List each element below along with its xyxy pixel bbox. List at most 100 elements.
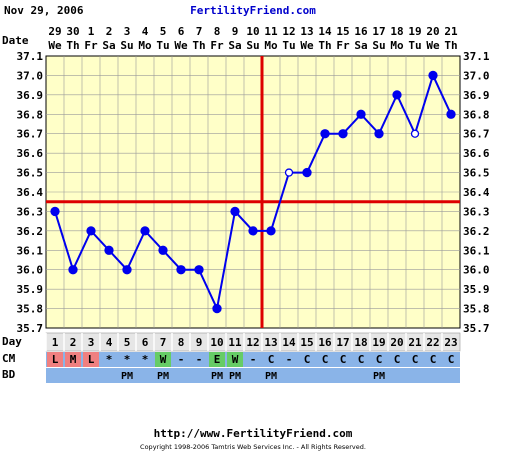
- cm-value: C: [376, 353, 383, 366]
- temperature-point[interactable]: [248, 226, 258, 236]
- y-tick-right: 36.0: [463, 264, 490, 277]
- temperature-point[interactable]: [374, 129, 384, 139]
- cm-cell: [407, 352, 423, 367]
- cm-row-label: CM: [2, 352, 16, 365]
- date-label: 17: [372, 25, 385, 38]
- temperature-series: [50, 70, 456, 314]
- cm-value: C: [430, 353, 437, 366]
- bd-row-label: BD: [2, 368, 16, 381]
- date-label: 5: [160, 25, 167, 38]
- weekday-label: Su: [246, 39, 259, 52]
- temperature-point[interactable]: [338, 129, 348, 139]
- weekday-label: Su: [372, 39, 385, 52]
- cm-cell: [425, 352, 441, 367]
- y-tick-right: 35.9: [463, 283, 490, 296]
- cm-cell: [335, 352, 351, 367]
- cm-cell: [173, 352, 189, 367]
- day-number: 4: [106, 336, 113, 349]
- cm-cell: [281, 352, 297, 367]
- y-tick-right: 37.0: [463, 69, 490, 82]
- cm-value: L: [88, 353, 95, 366]
- date-label: 8: [214, 25, 221, 38]
- y-tick-right: 36.8: [463, 108, 490, 121]
- temperature-point[interactable]: [176, 265, 186, 275]
- weekday-label: We: [300, 39, 314, 52]
- weekday-label: We: [174, 39, 188, 52]
- temperature-point[interactable]: [266, 226, 276, 236]
- cm-value: C: [394, 353, 401, 366]
- weekday-label: Mo: [390, 39, 404, 52]
- day-number: 13: [264, 336, 277, 349]
- temperature-point[interactable]: [212, 303, 222, 314]
- temperature-point[interactable]: [50, 206, 60, 217]
- day-number: 17: [336, 336, 349, 349]
- cm-value: W: [232, 353, 239, 366]
- day-number: 23: [444, 336, 457, 349]
- cm-value: *: [142, 353, 149, 366]
- cm-cell: [83, 352, 99, 367]
- date-row-label: Date: [2, 34, 29, 47]
- temperature-point-open[interactable]: [284, 168, 294, 177]
- day-number: 20: [390, 336, 403, 349]
- temperature-point[interactable]: [302, 167, 312, 178]
- date-label: 18: [390, 25, 403, 38]
- cm-cell: [209, 352, 225, 367]
- temperature-point[interactable]: [104, 245, 114, 255]
- date-label: 3: [124, 25, 131, 38]
- day-number: 18: [354, 336, 367, 349]
- date-label: 21: [444, 25, 458, 38]
- day-number: 21: [408, 336, 422, 349]
- temperature-point[interactable]: [446, 109, 456, 119]
- day-number: 1: [52, 336, 59, 349]
- y-tick-right: 37.1: [463, 50, 490, 63]
- y-tick-left: 36.1: [17, 244, 44, 257]
- day-number: 2: [70, 336, 77, 349]
- cm-value: C: [268, 353, 275, 366]
- bd-row: [46, 368, 460, 383]
- temperature-point[interactable]: [428, 70, 438, 81]
- date-label: 14: [318, 25, 332, 38]
- weekday-label: Th: [444, 39, 457, 52]
- date-label: 2: [106, 25, 113, 38]
- site-title-link[interactable]: FertilityFriend.com: [190, 4, 316, 17]
- date-label: 16: [354, 25, 368, 38]
- y-axis-right: 35.7 35.8 35.9 36.0 36.1 36.2 36.3 36.4 36.5 36.6…: [463, 50, 490, 335]
- cm-cell: [47, 352, 63, 367]
- y-tick-left: 35.8: [17, 303, 44, 316]
- temperature-point[interactable]: [122, 265, 132, 275]
- temperature-point[interactable]: [68, 265, 78, 275]
- cm-cell: [119, 352, 135, 367]
- temperature-point[interactable]: [194, 265, 204, 275]
- temperature-point[interactable]: [140, 226, 150, 236]
- y-tick-left: 36.4: [17, 186, 44, 199]
- y-tick-left: 36.6: [17, 147, 44, 160]
- cm-cell: [317, 352, 333, 367]
- cm-value: C: [304, 353, 311, 366]
- temperature-point[interactable]: [158, 245, 168, 255]
- date-label: 29: [48, 25, 61, 38]
- temperature-point-open[interactable]: [410, 129, 420, 138]
- day-number: 16: [318, 336, 332, 349]
- cm-value: -: [250, 353, 257, 366]
- y-tick-left: 36.5: [17, 167, 44, 180]
- temperature-point[interactable]: [320, 129, 330, 139]
- date-label: 7: [196, 25, 203, 38]
- weekday-label: Sa: [102, 39, 115, 52]
- cm-value: L: [52, 353, 59, 366]
- temperature-point[interactable]: [86, 226, 96, 236]
- y-tick-left: 36.3: [17, 205, 44, 218]
- day-number: 8: [178, 336, 185, 349]
- weekday-label: Sa: [354, 39, 367, 52]
- weekday-label: Su: [120, 39, 133, 52]
- cm-value: *: [124, 353, 131, 366]
- temperature-point[interactable]: [230, 206, 240, 217]
- footer-url[interactable]: http://www.FertilityFriend.com: [154, 427, 353, 440]
- weekday-label: Mo: [264, 39, 278, 52]
- temperature-point[interactable]: [392, 90, 402, 100]
- cm-cell: [371, 352, 387, 367]
- temperature-point[interactable]: [356, 109, 366, 119]
- cm-value: -: [196, 353, 203, 366]
- y-tick-right: 35.8: [463, 303, 490, 316]
- day-number: 14: [282, 336, 296, 349]
